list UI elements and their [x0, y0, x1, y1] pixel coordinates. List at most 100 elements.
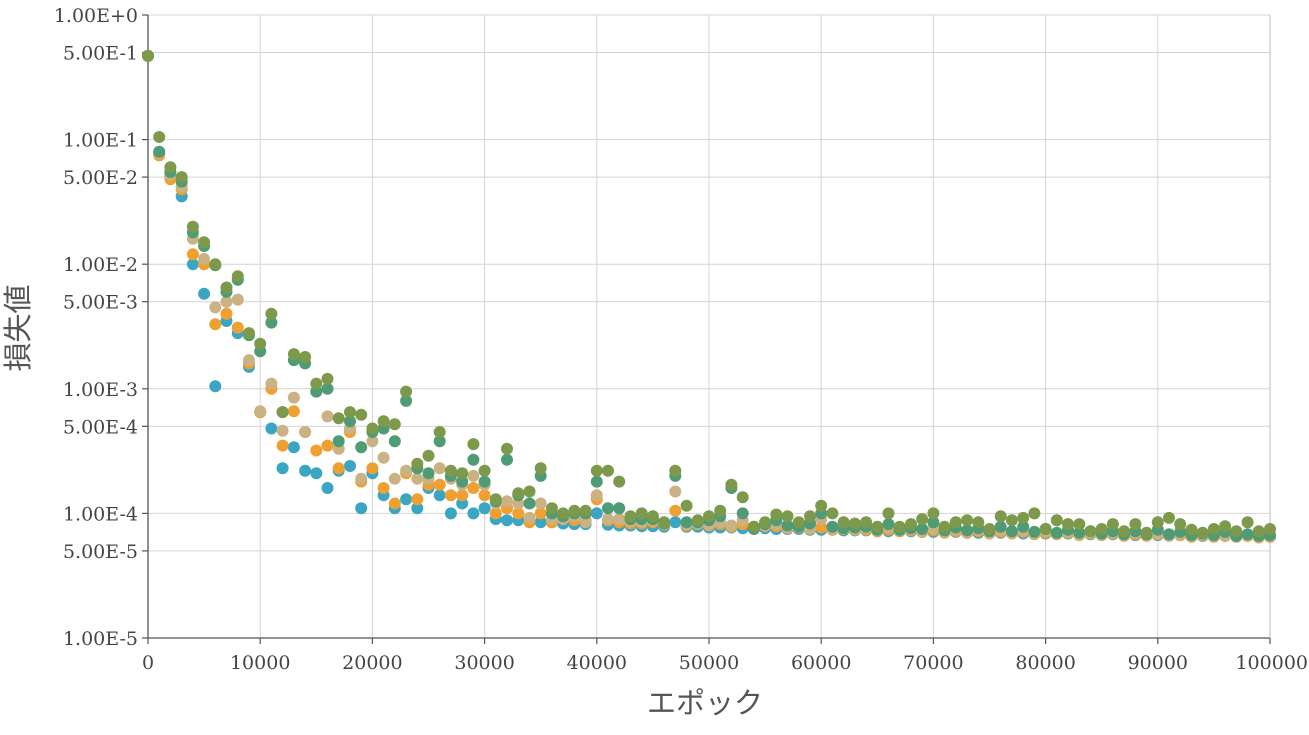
data-point [243, 354, 255, 367]
data-point [1163, 511, 1175, 524]
data-point [1028, 525, 1041, 538]
data-point [276, 439, 289, 452]
data-point [590, 507, 603, 520]
data-point [433, 426, 446, 438]
data-point [927, 507, 940, 520]
data-point [691, 514, 704, 527]
data-point [1151, 516, 1164, 529]
data-point [916, 523, 929, 535]
x-tick-label: 50000 [679, 652, 739, 674]
data-point [534, 497, 547, 510]
data-point [433, 478, 446, 491]
data-point [961, 524, 974, 537]
data-point [703, 510, 715, 523]
data-point [276, 424, 289, 437]
data-point [512, 487, 525, 500]
x-tick-label: 100000 [1235, 652, 1308, 674]
data-point [1174, 518, 1187, 531]
data-point [669, 464, 682, 477]
data-point [321, 372, 334, 385]
data-point [512, 507, 525, 520]
data-point [220, 295, 233, 308]
data-point [781, 519, 794, 532]
data-point [265, 316, 278, 329]
data-point [254, 405, 267, 418]
data-point [523, 511, 536, 524]
x-tick-label: 80000 [1015, 652, 1075, 674]
data-point [321, 482, 334, 494]
data-point [961, 514, 974, 527]
data-point [523, 497, 536, 510]
data-point [310, 377, 323, 390]
data-point [220, 307, 233, 320]
data-point [714, 504, 727, 517]
data-point [983, 523, 996, 535]
data-point [680, 499, 693, 512]
data-point [893, 520, 906, 533]
data-point [1129, 518, 1142, 531]
data-point [1140, 526, 1153, 539]
data-point [366, 462, 379, 475]
data-point [680, 516, 693, 529]
data-point [1028, 507, 1041, 520]
x-tick-label: 70000 [903, 652, 963, 674]
data-point [287, 441, 300, 454]
data-point [1219, 520, 1232, 533]
data-point [400, 394, 413, 407]
data-point [1017, 520, 1030, 533]
data-point [602, 464, 614, 477]
y-tick-label: 1.00E-3 [63, 379, 138, 401]
data-point [1073, 518, 1086, 531]
data-point [467, 507, 480, 520]
y-tick-label: 1.00E+0 [54, 5, 138, 27]
data-point [276, 462, 289, 475]
data-point [321, 410, 334, 423]
data-point [344, 415, 356, 428]
data-point [344, 460, 356, 472]
data-point [602, 502, 614, 515]
data-point [1241, 528, 1254, 541]
data-point [186, 220, 199, 233]
data-point [344, 406, 356, 419]
data-point [501, 453, 513, 466]
data-point [1017, 511, 1030, 524]
data-point [411, 457, 424, 470]
y-tick-label: 1.00E-5 [63, 628, 138, 650]
y-tick-label: 5.00E-5 [63, 541, 138, 563]
x-tick-label: 10000 [230, 652, 290, 674]
data-point [1084, 525, 1097, 538]
data-point [815, 499, 828, 512]
y-tick-label: 1.00E-4 [63, 503, 138, 525]
y-tick-label: 5.00E-2 [63, 167, 138, 189]
data-point [467, 438, 480, 451]
data-point [1264, 523, 1276, 535]
data-point [747, 520, 760, 533]
data-point [848, 517, 861, 530]
data-point [209, 258, 222, 271]
data-point [321, 439, 334, 452]
data-point [153, 131, 166, 143]
x-tick-label: 20000 [342, 652, 402, 674]
data-point [299, 464, 312, 477]
data-point [1005, 514, 1018, 527]
data-point [209, 301, 222, 314]
data-point [388, 418, 401, 431]
data-point [186, 258, 199, 271]
data-point [994, 520, 1007, 533]
data-point [568, 504, 581, 517]
data-point [198, 253, 211, 265]
data-point [400, 464, 413, 477]
data-point [590, 489, 603, 502]
data-point [905, 518, 917, 531]
data-point [444, 464, 457, 477]
data-point [669, 516, 682, 529]
data-point [478, 502, 491, 515]
y-tick-label: 5.00E-1 [63, 43, 138, 65]
data-point [411, 502, 424, 515]
data-point [377, 482, 390, 494]
data-point [669, 485, 682, 498]
data-point [590, 464, 603, 477]
data-point [1185, 523, 1198, 536]
data-point [231, 270, 244, 283]
